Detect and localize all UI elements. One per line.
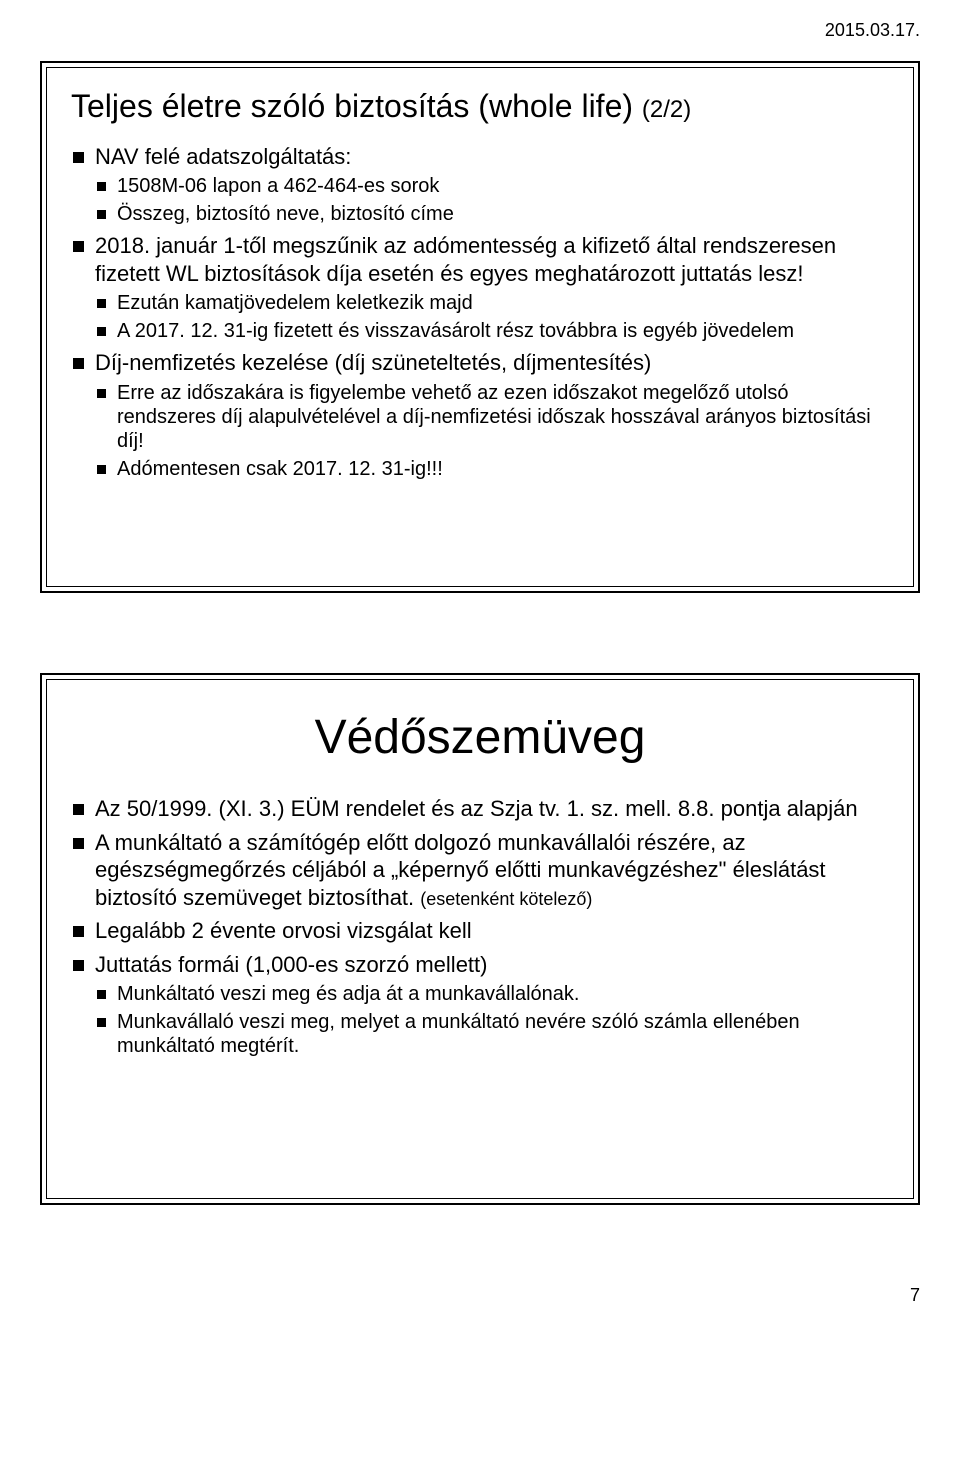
list-item: A munkáltató a számítógép előtt dolgozó … — [71, 829, 889, 912]
nested-list: Erre az időszakára is figyelembe vehető … — [95, 381, 889, 481]
title-main: Teljes életre szóló biztosítás — [71, 88, 478, 124]
list-item: Munkavállaló veszi meg, melyet a munkált… — [95, 1010, 889, 1058]
item-text: 2018. január 1-től megszűnik az adómente… — [95, 233, 836, 286]
slide-2-list: Az 50/1999. (XI. 3.) EÜM rendelet és az … — [71, 795, 889, 1058]
list-item: Munkáltató veszi meg és adja át a munkav… — [95, 982, 889, 1006]
item-text: NAV felé adatszolgáltatás: — [95, 144, 351, 169]
list-item: NAV felé adatszolgáltatás: 1508M-06 lapo… — [71, 143, 889, 227]
slide-1-title: Teljes életre szóló biztosítás (whole li… — [71, 88, 889, 125]
list-item: Ezután kamatjövedelem keletkezik majd — [95, 291, 889, 315]
list-item: Az 50/1999. (XI. 3.) EÜM rendelet és az … — [71, 795, 889, 823]
list-item: Juttatás formái (1,000-es szorzó mellett… — [71, 951, 889, 1059]
list-item: Erre az időszakára is figyelembe vehető … — [95, 381, 889, 453]
list-item: A 2017. 12. 31-ig fizetett és visszavásá… — [95, 319, 889, 343]
slide-2: Védőszemüveg Az 50/1999. (XI. 3.) EÜM re… — [40, 673, 920, 1205]
date-header: 2015.03.17. — [40, 20, 920, 41]
title-paren: (whole life) — [478, 88, 642, 124]
page-number: 7 — [40, 1285, 920, 1306]
slide-1-inner: Teljes életre szóló biztosítás (whole li… — [46, 67, 914, 587]
list-item: Legalább 2 évente orvosi vizsgálat kell — [71, 917, 889, 945]
list-item: 2018. január 1-től megszűnik az adómente… — [71, 232, 889, 343]
nested-list: Munkáltató veszi meg és adja át a munkav… — [95, 982, 889, 1058]
page: 2015.03.17. — [0, 0, 960, 1316]
list-item: Díj-nemfizetés kezelése (díj szüneteltet… — [71, 349, 889, 481]
slide-2-title: Védőszemüveg — [71, 710, 889, 765]
nested-list: 1508M-06 lapon a 462-464-es sorok Összeg… — [95, 174, 889, 226]
title-sub: (2/2) — [642, 96, 691, 123]
list-item: Adómentesen csak 2017. 12. 31-ig!!! — [95, 457, 889, 481]
slide-1-list: NAV felé adatszolgáltatás: 1508M-06 lapo… — [71, 143, 889, 481]
slide-1: Teljes életre szóló biztosítás (whole li… — [40, 61, 920, 593]
list-item: 1508M-06 lapon a 462-464-es sorok — [95, 174, 889, 198]
list-item: Összeg, biztosító neve, biztosító címe — [95, 202, 889, 226]
item-note: (esetenként kötelező) — [420, 889, 592, 909]
item-text: Díj-nemfizetés kezelése (díj szüneteltet… — [95, 350, 651, 375]
slide-2-inner: Védőszemüveg Az 50/1999. (XI. 3.) EÜM re… — [46, 679, 914, 1199]
nested-list: Ezután kamatjövedelem keletkezik majd A … — [95, 291, 889, 343]
item-text: Juttatás formái (1,000-es szorzó mellett… — [95, 952, 487, 977]
